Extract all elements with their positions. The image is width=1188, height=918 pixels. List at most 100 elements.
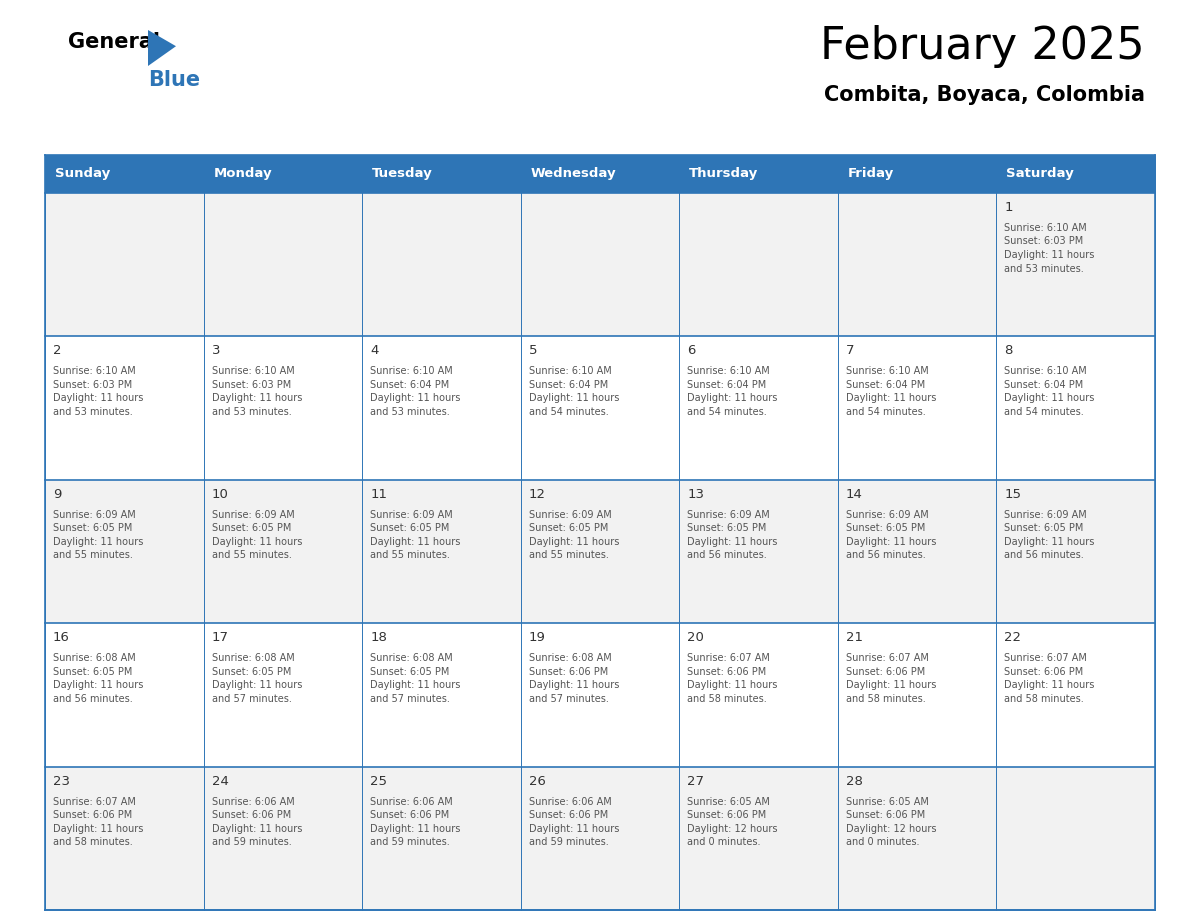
Text: and 56 minutes.: and 56 minutes. xyxy=(53,694,133,704)
Text: Sunrise: 6:06 AM: Sunrise: 6:06 AM xyxy=(371,797,453,807)
Text: Daylight: 11 hours: Daylight: 11 hours xyxy=(211,680,302,690)
Bar xyxy=(680,336,838,480)
Text: and 54 minutes.: and 54 minutes. xyxy=(1004,407,1085,417)
Bar xyxy=(997,767,1155,910)
Text: Daylight: 11 hours: Daylight: 11 hours xyxy=(211,394,302,403)
Bar xyxy=(45,336,203,480)
Text: Daylight: 11 hours: Daylight: 11 hours xyxy=(688,394,778,403)
Bar xyxy=(362,623,520,767)
Text: 14: 14 xyxy=(846,487,862,501)
Text: 28: 28 xyxy=(846,775,862,788)
Text: Daylight: 11 hours: Daylight: 11 hours xyxy=(1004,537,1095,547)
Text: 26: 26 xyxy=(529,775,545,788)
Text: Sunrise: 6:10 AM: Sunrise: 6:10 AM xyxy=(846,366,929,376)
Text: and 59 minutes.: and 59 minutes. xyxy=(211,837,291,847)
Text: Sunset: 6:05 PM: Sunset: 6:05 PM xyxy=(371,523,449,533)
Bar xyxy=(362,480,520,623)
Text: Sunrise: 6:10 AM: Sunrise: 6:10 AM xyxy=(211,366,295,376)
Text: Sunrise: 6:10 AM: Sunrise: 6:10 AM xyxy=(688,366,770,376)
Text: Sunrise: 6:08 AM: Sunrise: 6:08 AM xyxy=(371,654,453,663)
Text: and 54 minutes.: and 54 minutes. xyxy=(688,407,767,417)
Text: Daylight: 11 hours: Daylight: 11 hours xyxy=(529,680,619,690)
Bar xyxy=(203,480,362,623)
Text: 22: 22 xyxy=(1004,632,1022,644)
Text: 24: 24 xyxy=(211,775,228,788)
Text: Sunset: 6:05 PM: Sunset: 6:05 PM xyxy=(371,666,449,677)
Text: Daylight: 11 hours: Daylight: 11 hours xyxy=(846,394,936,403)
Text: and 56 minutes.: and 56 minutes. xyxy=(688,550,767,560)
Text: and 54 minutes.: and 54 minutes. xyxy=(529,407,608,417)
Text: Sunset: 6:04 PM: Sunset: 6:04 PM xyxy=(371,380,449,390)
Text: Sunrise: 6:10 AM: Sunrise: 6:10 AM xyxy=(1004,223,1087,233)
Text: 25: 25 xyxy=(371,775,387,788)
Text: Sunrise: 6:09 AM: Sunrise: 6:09 AM xyxy=(688,509,770,520)
Bar xyxy=(520,480,680,623)
Bar xyxy=(203,193,362,336)
Bar xyxy=(520,767,680,910)
Text: Sunset: 6:06 PM: Sunset: 6:06 PM xyxy=(53,810,132,820)
Bar xyxy=(838,480,997,623)
Text: and 53 minutes.: and 53 minutes. xyxy=(1004,263,1085,274)
Text: 1: 1 xyxy=(1004,201,1013,214)
Bar xyxy=(520,336,680,480)
Text: 21: 21 xyxy=(846,632,862,644)
Text: Daylight: 11 hours: Daylight: 11 hours xyxy=(1004,250,1095,260)
Polygon shape xyxy=(148,30,176,66)
Bar xyxy=(203,155,362,193)
Bar xyxy=(680,155,838,193)
Bar xyxy=(838,623,997,767)
Text: Sunset: 6:06 PM: Sunset: 6:06 PM xyxy=(846,666,925,677)
Bar xyxy=(520,193,680,336)
Bar xyxy=(203,623,362,767)
Text: and 0 minutes.: and 0 minutes. xyxy=(846,837,920,847)
Text: Sunrise: 6:09 AM: Sunrise: 6:09 AM xyxy=(371,509,453,520)
Text: Monday: Monday xyxy=(214,167,272,181)
Text: Sunset: 6:03 PM: Sunset: 6:03 PM xyxy=(211,380,291,390)
Text: Sunrise: 6:09 AM: Sunrise: 6:09 AM xyxy=(1004,509,1087,520)
Text: Sunset: 6:04 PM: Sunset: 6:04 PM xyxy=(846,380,925,390)
Text: Sunset: 6:04 PM: Sunset: 6:04 PM xyxy=(688,380,766,390)
Text: 18: 18 xyxy=(371,632,387,644)
Text: February 2025: February 2025 xyxy=(821,25,1145,68)
Bar xyxy=(997,155,1155,193)
Text: Daylight: 11 hours: Daylight: 11 hours xyxy=(529,394,619,403)
Text: and 56 minutes.: and 56 minutes. xyxy=(846,550,925,560)
Text: 13: 13 xyxy=(688,487,704,501)
Text: and 0 minutes.: and 0 minutes. xyxy=(688,837,760,847)
Text: 19: 19 xyxy=(529,632,545,644)
Text: and 59 minutes.: and 59 minutes. xyxy=(529,837,608,847)
Text: and 55 minutes.: and 55 minutes. xyxy=(53,550,133,560)
Text: 6: 6 xyxy=(688,344,696,357)
Text: Sunrise: 6:06 AM: Sunrise: 6:06 AM xyxy=(211,797,295,807)
Text: 8: 8 xyxy=(1004,344,1013,357)
Text: and 58 minutes.: and 58 minutes. xyxy=(53,837,133,847)
Text: Sunrise: 6:08 AM: Sunrise: 6:08 AM xyxy=(211,654,295,663)
Bar xyxy=(680,623,838,767)
Text: Sunrise: 6:08 AM: Sunrise: 6:08 AM xyxy=(53,654,135,663)
Text: Daylight: 11 hours: Daylight: 11 hours xyxy=(53,680,144,690)
Bar xyxy=(680,193,838,336)
Text: and 53 minutes.: and 53 minutes. xyxy=(371,407,450,417)
Text: Sunrise: 6:07 AM: Sunrise: 6:07 AM xyxy=(688,654,770,663)
Text: 7: 7 xyxy=(846,344,854,357)
Text: Sunset: 6:05 PM: Sunset: 6:05 PM xyxy=(53,666,132,677)
Text: Daylight: 11 hours: Daylight: 11 hours xyxy=(53,394,144,403)
Text: Daylight: 11 hours: Daylight: 11 hours xyxy=(846,537,936,547)
Text: Daylight: 11 hours: Daylight: 11 hours xyxy=(529,537,619,547)
Text: 12: 12 xyxy=(529,487,545,501)
Text: Daylight: 11 hours: Daylight: 11 hours xyxy=(1004,394,1095,403)
Text: Sunset: 6:05 PM: Sunset: 6:05 PM xyxy=(1004,523,1083,533)
Text: Sunrise: 6:09 AM: Sunrise: 6:09 AM xyxy=(846,509,929,520)
Text: Sunrise: 6:10 AM: Sunrise: 6:10 AM xyxy=(53,366,135,376)
Bar xyxy=(520,623,680,767)
Text: Sunset: 6:06 PM: Sunset: 6:06 PM xyxy=(1004,666,1083,677)
Text: Sunset: 6:06 PM: Sunset: 6:06 PM xyxy=(846,810,925,820)
Bar xyxy=(203,767,362,910)
Text: 20: 20 xyxy=(688,632,704,644)
Text: Daylight: 11 hours: Daylight: 11 hours xyxy=(688,537,778,547)
Text: Sunset: 6:03 PM: Sunset: 6:03 PM xyxy=(53,380,132,390)
Text: 3: 3 xyxy=(211,344,220,357)
Bar xyxy=(680,767,838,910)
Bar xyxy=(362,155,520,193)
Text: Daylight: 11 hours: Daylight: 11 hours xyxy=(371,680,461,690)
